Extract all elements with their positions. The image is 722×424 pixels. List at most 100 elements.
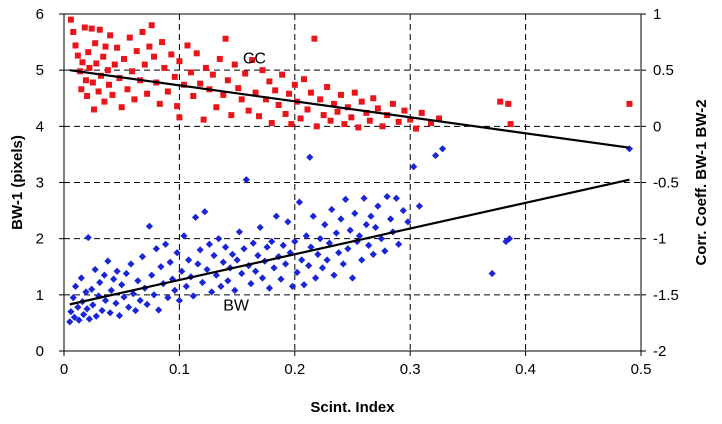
axes-layer (59, 13, 646, 356)
bw-data-point (360, 194, 368, 202)
cc-data-point (176, 114, 183, 121)
cc-data-point (436, 115, 443, 122)
bw-data-point (205, 240, 214, 248)
cc-data-point (497, 98, 504, 105)
cc-data-point (139, 28, 146, 35)
cc-data-point (213, 104, 220, 111)
cc-data-point (286, 90, 293, 97)
cc-data-point (101, 98, 108, 105)
bw-data-point (341, 195, 350, 203)
cc-data-point (363, 109, 370, 116)
cc-data-point (401, 107, 408, 114)
cc-data-point (78, 86, 85, 93)
cc-data-point (268, 119, 275, 126)
bw-data-point (240, 245, 248, 253)
bw-data-point (80, 310, 88, 319)
bw-data-point (371, 223, 380, 232)
cc-data-point (279, 71, 286, 78)
bw-data-point (249, 239, 257, 247)
cc-data-point (164, 88, 171, 95)
cc-data-point (374, 105, 381, 112)
cc-data-point (224, 77, 231, 84)
bw-data-point (77, 274, 85, 282)
bw-data-point (69, 294, 77, 302)
bw-data-point (215, 235, 223, 243)
bw-data-point (74, 303, 82, 311)
bw-data-point (288, 282, 297, 291)
cc-data-point (222, 35, 229, 42)
cc-data-point (418, 109, 425, 116)
annotation-bw: BW (223, 298, 250, 315)
cc-data-point (313, 123, 320, 130)
cc-data-point (86, 64, 93, 71)
bw-data-point (314, 250, 322, 258)
bw-data-point (221, 243, 230, 251)
cc-data-point (311, 35, 318, 42)
y2-tick-label: 0 (653, 118, 661, 135)
bw-data-point (201, 208, 209, 216)
cc-data-point (507, 121, 514, 128)
x-tick-label: 0.2 (284, 361, 305, 378)
bw-data-point (337, 215, 345, 223)
cc-data-point (344, 104, 351, 111)
bw-data-point (185, 256, 193, 264)
bw-data-point (374, 202, 382, 210)
bw-data-point (307, 243, 315, 251)
cc-data-point (389, 100, 396, 107)
bw-data-point (392, 194, 400, 202)
cc-data-point (505, 100, 512, 107)
bw-data-point (365, 241, 373, 250)
bw-data-point (66, 318, 74, 326)
cc-data-point (235, 85, 242, 92)
bw-data-point (115, 312, 123, 320)
cc-data-point (168, 51, 175, 58)
bw-data-point (279, 241, 287, 250)
bw-data-point (346, 226, 354, 234)
cc-data-point (121, 55, 128, 62)
bw-data-point (196, 246, 204, 254)
bw-data-point (100, 271, 108, 279)
cc-data-point (331, 100, 338, 107)
bw-data-point (399, 206, 407, 215)
bw-data-point (83, 305, 91, 313)
cc-data-point (307, 89, 314, 96)
cc-data-point (348, 114, 355, 121)
bw-data-point (98, 306, 106, 315)
bw-data-point (300, 281, 308, 289)
cc-data-point (104, 67, 111, 74)
cc-data-point (79, 59, 86, 66)
cc-data-point (81, 24, 88, 31)
bw-data-point (272, 212, 280, 220)
x-tick-label: 0 (60, 361, 68, 378)
cc-data-point (106, 81, 113, 88)
cc-data-point (159, 39, 166, 46)
y-tick-label: 4 (36, 118, 44, 135)
bw-data-point (410, 163, 418, 171)
trendline-layer (69, 69, 630, 306)
bw-data-point (233, 256, 241, 264)
bw-data-point (328, 205, 336, 214)
cc-data-point (114, 44, 121, 51)
cc-data-point (228, 112, 235, 119)
cc-data-point (72, 42, 79, 49)
bw-data-point (325, 239, 334, 247)
cc-data-point (84, 93, 91, 100)
bw-data-point (251, 267, 260, 275)
bw-data-point (242, 176, 250, 184)
cc-data-point (249, 57, 256, 64)
cc-data-point (151, 53, 158, 60)
y-tick-label: 2 (36, 231, 44, 248)
bw-data-point (358, 256, 366, 264)
bw-data-point (219, 258, 227, 266)
cc-data-point (259, 67, 266, 74)
cc-data-point (262, 96, 269, 103)
cc-data-point (97, 72, 104, 79)
cc-data-point (427, 119, 434, 126)
bw-data-point (194, 260, 202, 268)
bw-data-point (164, 294, 172, 302)
cc-data-point (126, 34, 133, 41)
x-tick-label: 0.4 (515, 361, 536, 378)
bw-data-point (180, 232, 188, 240)
bw-data-point (96, 278, 104, 287)
